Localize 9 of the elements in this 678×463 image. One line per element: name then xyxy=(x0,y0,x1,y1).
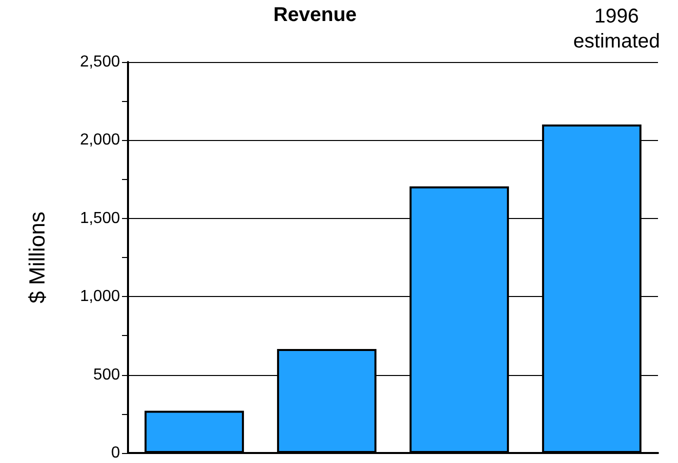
y-axis-title: $ Millions xyxy=(24,212,50,304)
y-tick-label: 1,500 xyxy=(80,210,120,227)
text: 1996 estimated xyxy=(573,6,660,52)
y-tick-label: 1,000 xyxy=(80,288,120,306)
y-tick-label: 500 xyxy=(93,366,120,384)
y-tick-label: 2,500 xyxy=(80,54,120,70)
y-tick-label: 0 xyxy=(111,444,120,462)
chart-title: Revenue xyxy=(273,4,357,26)
y-tick-label: 2,000 xyxy=(80,132,120,149)
